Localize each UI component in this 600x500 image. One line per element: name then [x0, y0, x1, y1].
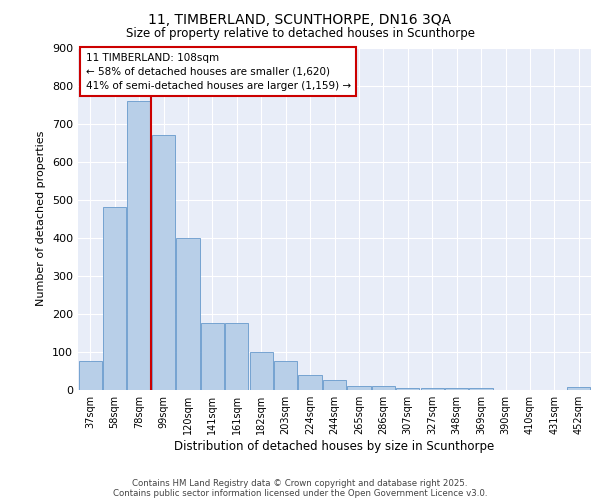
Bar: [323, 380, 346, 390]
Bar: [79, 362, 102, 390]
Bar: [274, 362, 297, 390]
Bar: [201, 324, 224, 390]
Bar: [372, 386, 395, 390]
Bar: [567, 387, 590, 390]
Bar: [176, 238, 200, 390]
Bar: [445, 388, 468, 390]
X-axis label: Distribution of detached houses by size in Scunthorpe: Distribution of detached houses by size …: [175, 440, 494, 453]
Text: Size of property relative to detached houses in Scunthorpe: Size of property relative to detached ho…: [125, 28, 475, 40]
Bar: [152, 135, 175, 390]
Bar: [103, 208, 126, 390]
Text: Contains HM Land Registry data © Crown copyright and database right 2025.: Contains HM Land Registry data © Crown c…: [132, 478, 468, 488]
Bar: [127, 101, 151, 390]
Bar: [347, 386, 371, 390]
Bar: [421, 388, 444, 390]
Text: 11 TIMBERLAND: 108sqm
← 58% of detached houses are smaller (1,620)
41% of semi-d: 11 TIMBERLAND: 108sqm ← 58% of detached …: [86, 52, 351, 90]
Bar: [298, 375, 322, 390]
Bar: [225, 324, 248, 390]
Bar: [396, 388, 419, 390]
Bar: [469, 388, 493, 390]
Text: Contains public sector information licensed under the Open Government Licence v3: Contains public sector information licen…: [113, 488, 487, 498]
Y-axis label: Number of detached properties: Number of detached properties: [37, 131, 46, 306]
Bar: [250, 352, 273, 390]
Text: 11, TIMBERLAND, SCUNTHORPE, DN16 3QA: 11, TIMBERLAND, SCUNTHORPE, DN16 3QA: [148, 12, 452, 26]
